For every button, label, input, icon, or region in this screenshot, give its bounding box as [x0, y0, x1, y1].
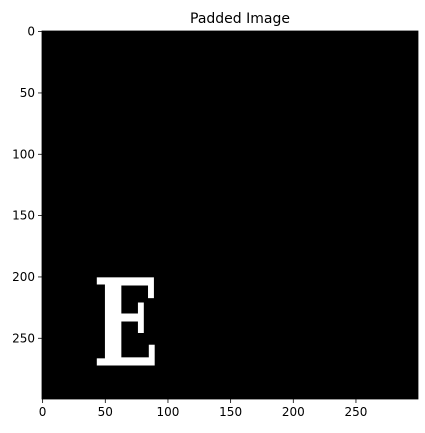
- x-axis-ticks: 0 50 100 150 200 250: [39, 399, 368, 419]
- x-tick-label: 250: [345, 405, 368, 419]
- glyph-letter: E: [93, 251, 159, 394]
- y-tick-label: 200: [12, 270, 35, 284]
- x-tick-label: 150: [219, 405, 242, 419]
- chart-title: Padded Image: [190, 11, 290, 27]
- glyph-E: E: [93, 251, 159, 394]
- y-tick-label: 0: [27, 25, 35, 39]
- x-tick-label: 0: [39, 405, 47, 419]
- y-tick-label: 250: [12, 331, 35, 345]
- x-tick-label: 50: [98, 405, 113, 419]
- y-tick-label: 150: [12, 209, 35, 223]
- x-tick-label: 200: [282, 405, 305, 419]
- x-tick-label: 100: [157, 405, 180, 419]
- y-tick-label: 100: [12, 147, 35, 161]
- y-tick-label: 50: [20, 86, 35, 100]
- y-axis-ticks: 0 50 100 150 200 250: [12, 25, 42, 345]
- axes-frame: [41, 30, 419, 400]
- image-area: [42, 31, 418, 399]
